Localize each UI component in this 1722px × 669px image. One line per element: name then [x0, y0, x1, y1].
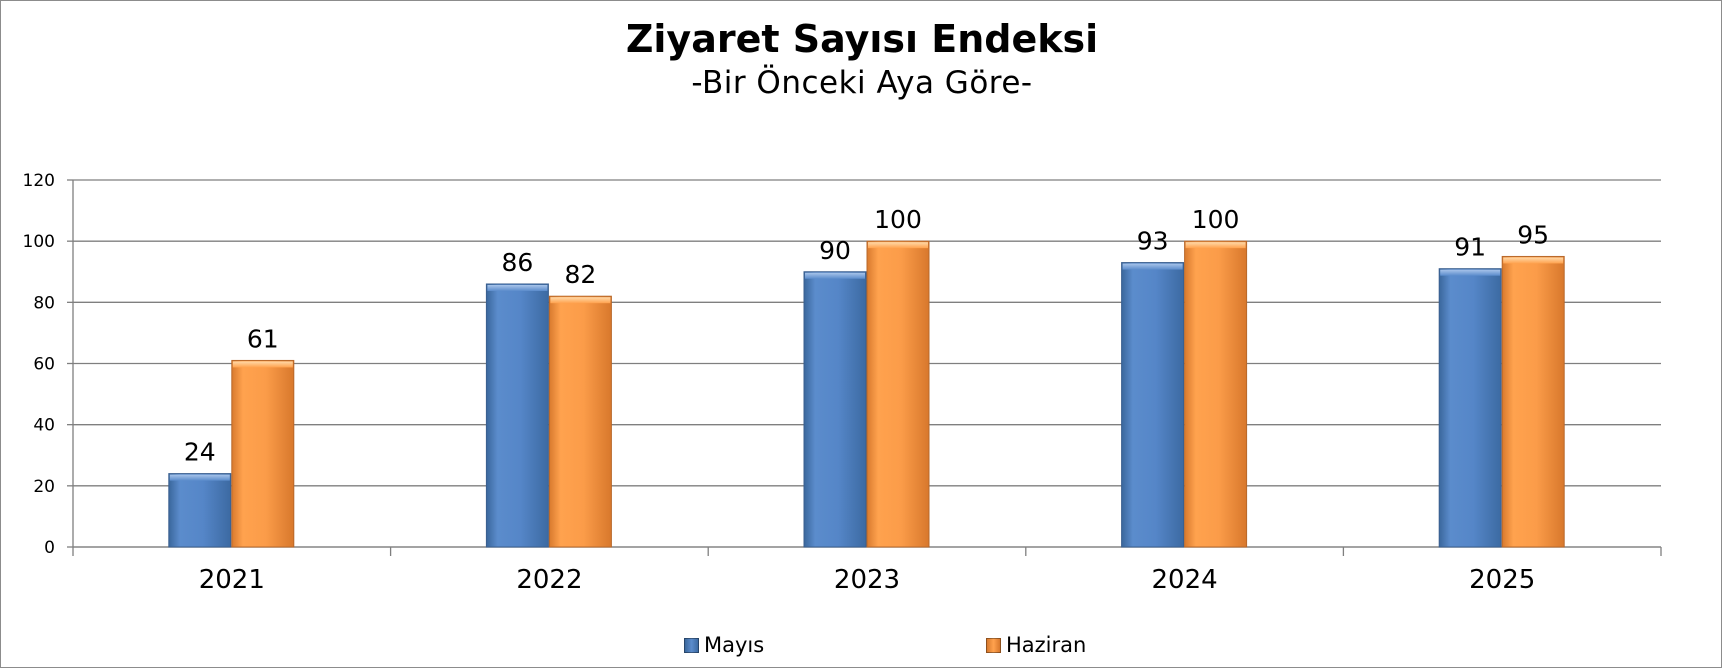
- data-label-Mayıs-2025: 91: [1454, 233, 1486, 262]
- y-tick-label-1: 20: [33, 477, 55, 497]
- bar-cap-Mayıs-2022: [487, 284, 548, 291]
- x-tick-label-2021: 2021: [199, 565, 265, 595]
- bars: [168, 240, 1565, 548]
- data-label-Haziran-2022: 82: [564, 260, 596, 289]
- chart-subtitle: -Bir Önceki Aya Göre-: [691, 65, 1033, 101]
- bar-cap-Haziran-2022: [550, 297, 611, 304]
- y-tick-label-0: 0: [44, 538, 55, 558]
- bar-cap-Haziran-2021: [232, 361, 293, 368]
- bar-cap-Haziran-2023: [868, 242, 928, 249]
- legend-label-Mayıs: Mayıs: [704, 633, 765, 657]
- y-tick-label-6: 120: [23, 171, 55, 191]
- bar-Mayıs-2024: [1121, 262, 1185, 548]
- legend-label-Haziran: Haziran: [1006, 633, 1087, 657]
- y-tick-label-5: 100: [23, 232, 55, 252]
- data-label-Haziran-2025: 95: [1517, 220, 1549, 249]
- bar-Mayıs-2025: [1438, 268, 1502, 548]
- bar-cap-Haziran-2024: [1185, 242, 1246, 249]
- data-label-Haziran-2023: 100: [874, 205, 922, 234]
- x-tick-label-2023: 2023: [834, 565, 900, 595]
- chart-title: Ziyaret Sayısı Endeksi: [625, 17, 1099, 61]
- data-label-Mayıs-2023: 90: [819, 236, 851, 265]
- bar-Haziran-2023: [866, 240, 930, 548]
- bar-Mayıs-2021: [168, 473, 232, 548]
- legend-item-Mayıs: Mayıs: [684, 633, 764, 657]
- bar-cap-Mayıs-2021: [169, 474, 230, 481]
- x-tick-label-2022: 2022: [516, 565, 582, 595]
- bar-Haziran-2024: [1184, 240, 1248, 548]
- bar-Mayıs-2022: [485, 283, 549, 548]
- legend: Mayıs Haziran: [1, 633, 1722, 663]
- y-tick-label-3: 60: [33, 355, 55, 375]
- legend-swatch-Mayıs: [684, 637, 699, 653]
- y-tick-label-4: 80: [33, 293, 55, 313]
- bar-cap-Mayıs-2025: [1440, 269, 1501, 276]
- bar-cap-Mayıs-2024: [1122, 263, 1183, 270]
- legend-swatch-Haziran: [986, 637, 1001, 653]
- x-tick-label-2025: 2025: [1469, 565, 1535, 595]
- y-tick-label-2: 40: [33, 416, 55, 436]
- bar-cap-Mayıs-2023: [805, 272, 865, 279]
- x-tick-label-2024: 2024: [1152, 565, 1218, 595]
- data-label-Mayıs-2022: 86: [501, 248, 533, 277]
- bar-cap-Haziran-2025: [1503, 257, 1564, 264]
- bar-Mayıs-2023: [803, 271, 867, 548]
- bar-Haziran-2022: [548, 295, 612, 548]
- legend-item-Haziran: Haziran: [986, 633, 1086, 657]
- bar-Haziran-2021: [231, 359, 295, 548]
- data-label-Mayıs-2024: 93: [1137, 227, 1169, 256]
- bar-Haziran-2025: [1501, 255, 1565, 548]
- data-label-Haziran-2024: 100: [1192, 205, 1240, 234]
- data-label-Haziran-2021: 61: [247, 324, 279, 353]
- labels: 0 20 40 60 80 100 120 24 61 2021 86 82 2022 90 100 2023…: [23, 171, 1550, 595]
- data-label-Mayıs-2021: 24: [184, 438, 216, 467]
